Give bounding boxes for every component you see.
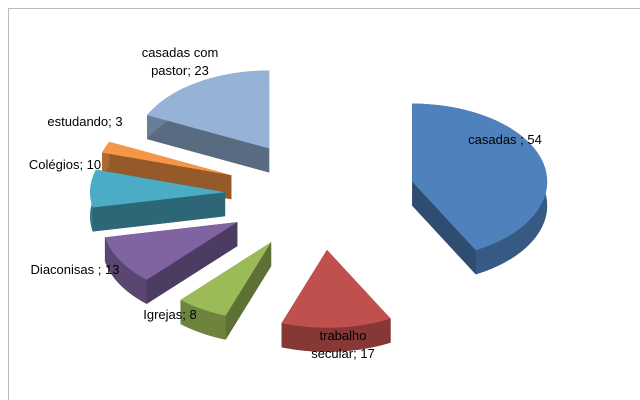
slice-wall — [412, 181, 476, 275]
data-label: trabalho secular; 17 — [311, 328, 375, 361]
slice-top — [180, 242, 272, 316]
slice-rim — [281, 318, 391, 352]
slice — [281, 249, 391, 352]
data-label: Igrejas; 8 — [143, 307, 197, 322]
slice-top — [147, 70, 270, 149]
slice-top — [90, 169, 226, 208]
data-label: casadas ; 54 — [468, 132, 542, 147]
slice — [102, 141, 232, 200]
data-label: Diaconisas ; 13 — [30, 262, 120, 277]
slice-rim — [180, 299, 226, 340]
data-label: Colégios; 10 — [28, 157, 102, 172]
slice-wall — [147, 115, 270, 173]
data-label: estudando; 3 — [47, 114, 123, 129]
data-label: casadas com pastor; 23 — [141, 45, 219, 78]
slice-rim — [104, 237, 147, 304]
slice — [147, 70, 270, 173]
slice — [412, 103, 548, 275]
slice — [180, 242, 272, 340]
slice-top — [104, 222, 238, 280]
slice-top — [412, 103, 548, 251]
slice — [90, 169, 226, 232]
slice-top — [102, 141, 232, 176]
slice — [104, 222, 238, 304]
slice-top — [281, 249, 391, 328]
